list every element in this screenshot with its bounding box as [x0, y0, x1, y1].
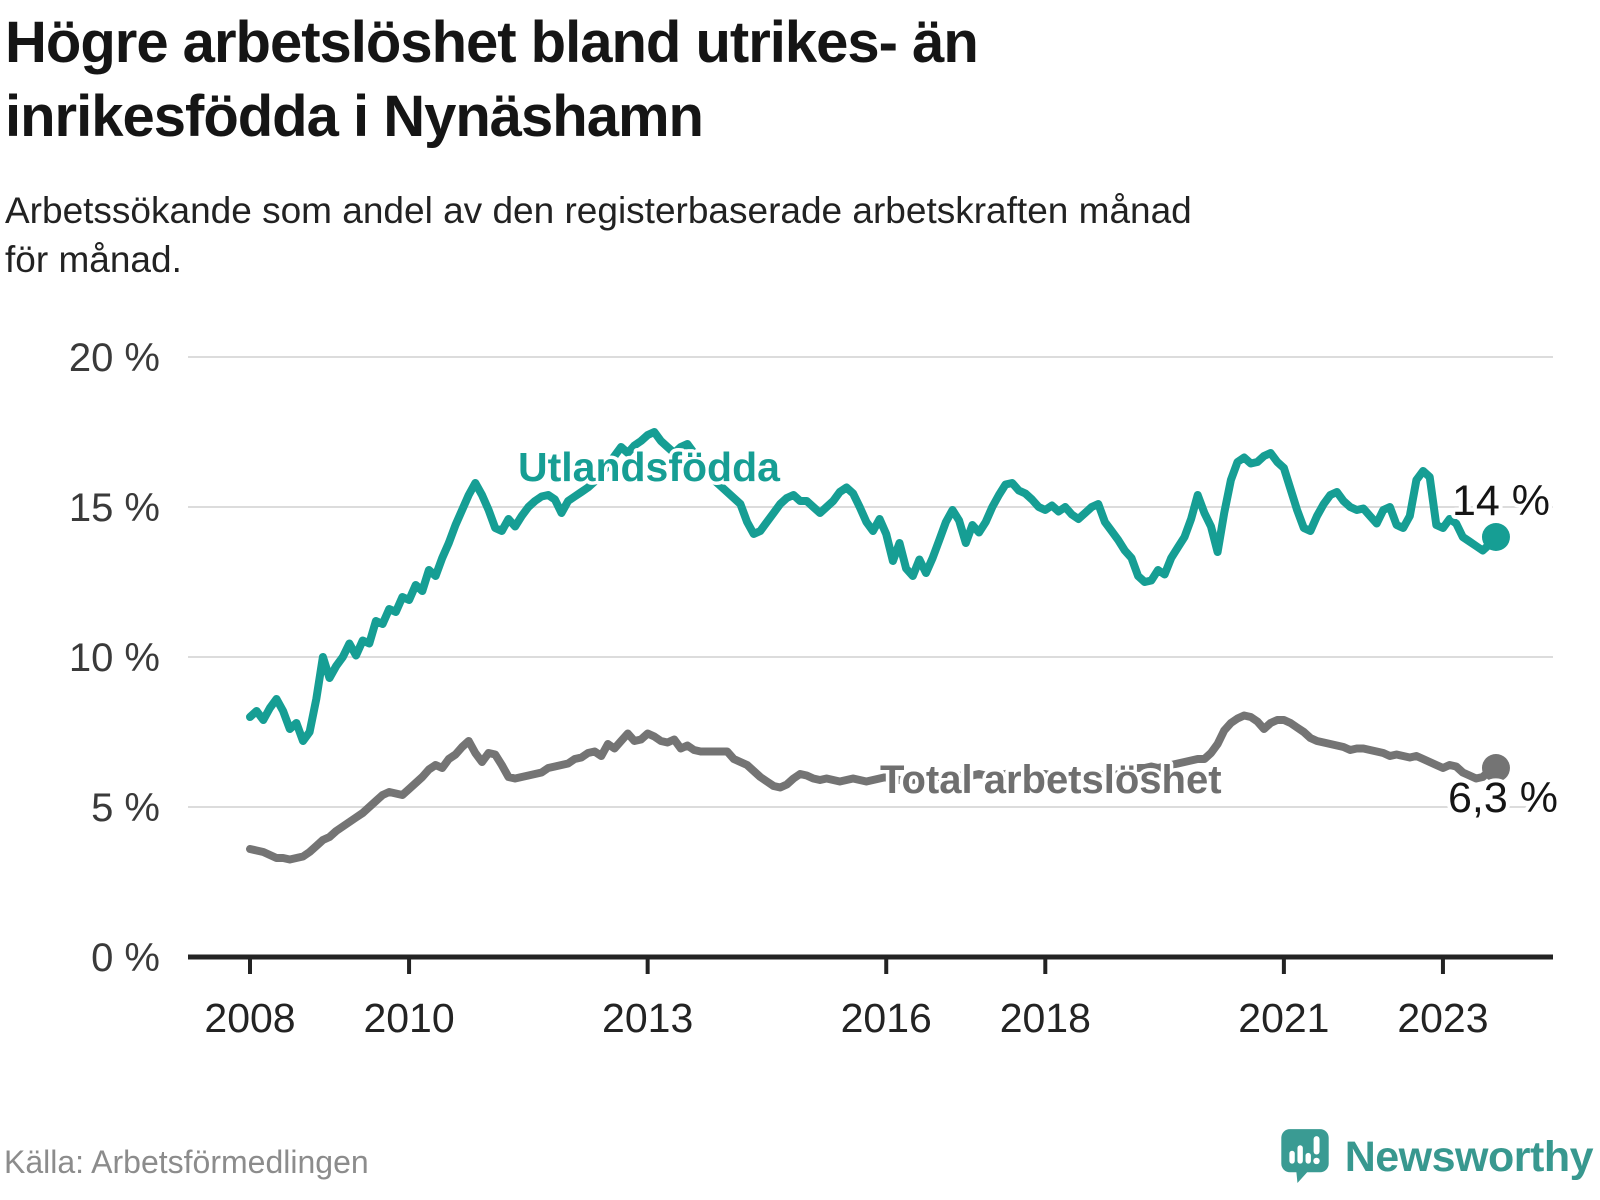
x-axis-label-2008: 2008	[204, 995, 295, 1041]
utlandsfodda-series-label: Utlandsfödda	[518, 444, 781, 490]
page-title: Högre arbetslöshet bland utrikes- än inri…	[5, 6, 1285, 154]
newsworthy-logo: Newsworthy	[1279, 1127, 1594, 1188]
y-axis-label: 15 %	[69, 486, 160, 530]
total-end-value-label: 6,3 %	[1448, 774, 1558, 822]
x-axis-label-2021: 2021	[1238, 995, 1329, 1041]
subtitle-line1: Arbetssökande som andel av den registerb…	[5, 190, 1192, 231]
chart-subtitle: Arbetssökande som andel av den registerb…	[5, 186, 1565, 284]
x-axis-label-2013: 2013	[602, 995, 693, 1041]
utlandsfodda-end-value-label: 14 %	[1452, 477, 1550, 525]
x-axis-label-2010: 2010	[363, 995, 454, 1041]
title-line1: Högre arbetslöshet bland utrikes- än	[5, 10, 979, 75]
x-axis-label-2016: 2016	[841, 995, 932, 1041]
y-axis-label: 10 %	[69, 636, 160, 680]
utlandsfodda-line	[246, 428, 1500, 745]
title-line2: inrikesfödda i Nynäshamn	[5, 84, 704, 150]
y-axis-label: 20 %	[69, 336, 160, 380]
subtitle-line2: för månad.	[5, 239, 182, 281]
x-axis-label-2023: 2023	[1397, 995, 1488, 1041]
y-axis-label: 0 %	[91, 936, 160, 980]
newsworthy-logo-icon	[1279, 1127, 1331, 1188]
brand-name: Newsworthy	[1344, 1133, 1594, 1181]
utlandsfodda-end-dot	[1481, 523, 1510, 551]
x-axis-label-2018: 2018	[1000, 995, 1091, 1041]
total-line	[246, 711, 1500, 864]
total-series-label: Total arbetslöshet	[880, 758, 1222, 802]
source-note: Källa: Arbetsförmedlingen	[4, 1144, 369, 1180]
total-end-dot	[1481, 754, 1510, 782]
y-axis-label: 5 %	[91, 786, 160, 830]
